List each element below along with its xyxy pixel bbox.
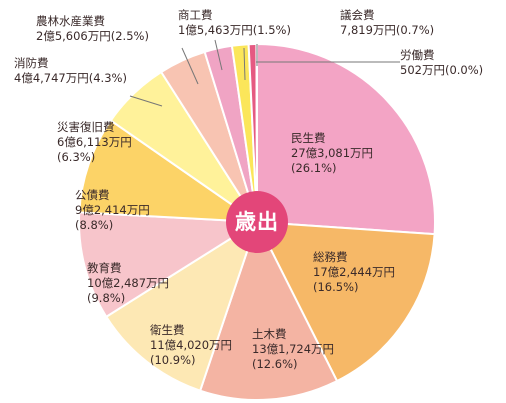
center-label-badge: 歳出 — [226, 191, 288, 253]
slice-label-soumu: 総務費 17億2,444万円 (16.5%) — [313, 250, 395, 295]
pie-slice-kyouiku — [78, 211, 261, 319]
slice-amount: 2億5,606万円 — [36, 29, 111, 43]
slice-amount: 27億3,081万円 — [291, 146, 374, 160]
slice-label-kousai: 公債費 9億2,414万円 (8.8%) — [75, 188, 150, 233]
slice-percent: (2.5%) — [110, 29, 149, 43]
slice-label-gikai: 議会費 7,819万円(0.7%) — [340, 8, 434, 38]
slice-name: 消防費 — [14, 56, 49, 70]
pie-slice-kousai — [78, 119, 261, 224]
slice-amount: 13億1,724万円 — [252, 342, 335, 356]
pie-slice-doboku — [198, 219, 339, 401]
slice-amount: 1億5,463万円 — [178, 23, 253, 37]
slice-amount: 17億2,444万円 — [313, 265, 396, 279]
pie-slice-minsei — [256, 42, 436, 236]
slice-percent: (6.3%) — [57, 150, 96, 164]
leader-line — [129, 95, 163, 107]
slice-percent: (26.1%) — [291, 161, 337, 175]
slice-amount: 10億2,487万円 — [87, 276, 170, 290]
slice-percent: (9.8%) — [87, 291, 126, 305]
slice-name: 議会費 — [340, 8, 375, 22]
slice-amount: 4億4,747万円 — [14, 71, 89, 85]
slice-name: 民生費 — [291, 131, 326, 145]
slice-percent: (0.7%) — [395, 23, 435, 37]
slice-amount: 11億4,020万円 — [150, 338, 233, 352]
slice-percent: (12.6%) — [252, 357, 298, 371]
slice-percent: (4.3%) — [88, 71, 127, 85]
slice-name: 総務費 — [313, 250, 348, 264]
slice-label-nourin: 農林水産業費 2億5,606万円(2.5%) — [36, 14, 149, 44]
slice-name: 災害復旧費 — [57, 120, 115, 134]
slice-name: 商工費 — [178, 8, 213, 22]
slice-name: 公債費 — [75, 188, 110, 202]
leader-line — [181, 47, 199, 85]
leader-line — [243, 47, 246, 81]
pie-slice-eisei — [104, 219, 259, 392]
slice-percent: (0.0%) — [444, 63, 484, 77]
slice-name: 農林水産業費 — [36, 14, 105, 28]
slice-amount: 6億6,113万円 — [57, 135, 132, 149]
slice-amount: 7,819万円 — [340, 23, 396, 37]
leader-line — [214, 39, 223, 71]
slice-label-minsei: 民生費 27億3,081万円 (26.1%) — [291, 131, 373, 176]
slice-label-roudou: 労働費 502万円(0.0%) — [400, 48, 483, 78]
slice-label-saigai: 災害復旧費 6億6,113万円 (6.3%) — [57, 120, 132, 165]
slice-label-doboku: 土木費 13億1,724万円 (12.6%) — [252, 327, 334, 372]
slice-label-eisei: 衛生費 11億4,020万円 (10.9%) — [150, 323, 232, 368]
slice-percent: (10.9%) — [150, 353, 196, 367]
slice-label-shoubou: 消防費 4億4,747万円(4.3%) — [14, 56, 127, 86]
slice-percent: (16.5%) — [313, 280, 359, 294]
slice-label-shoukou: 商工費 1億5,463万円(1.5%) — [178, 8, 291, 38]
slice-name: 土木費 — [252, 327, 287, 341]
slice-percent: (8.8%) — [75, 218, 114, 232]
slice-amount: 502万円 — [400, 63, 445, 77]
slice-amount: 9億2,414万円 — [75, 203, 150, 217]
pie-slice-soumu — [255, 220, 436, 383]
slice-label-kyouiku: 教育費 10億2,487万円 (9.8%) — [87, 261, 169, 306]
slice-name: 教育費 — [87, 261, 122, 275]
slice-name: 労働費 — [400, 48, 435, 62]
slice-name: 衛生費 — [150, 323, 185, 337]
slice-percent: (1.5%) — [252, 23, 291, 37]
